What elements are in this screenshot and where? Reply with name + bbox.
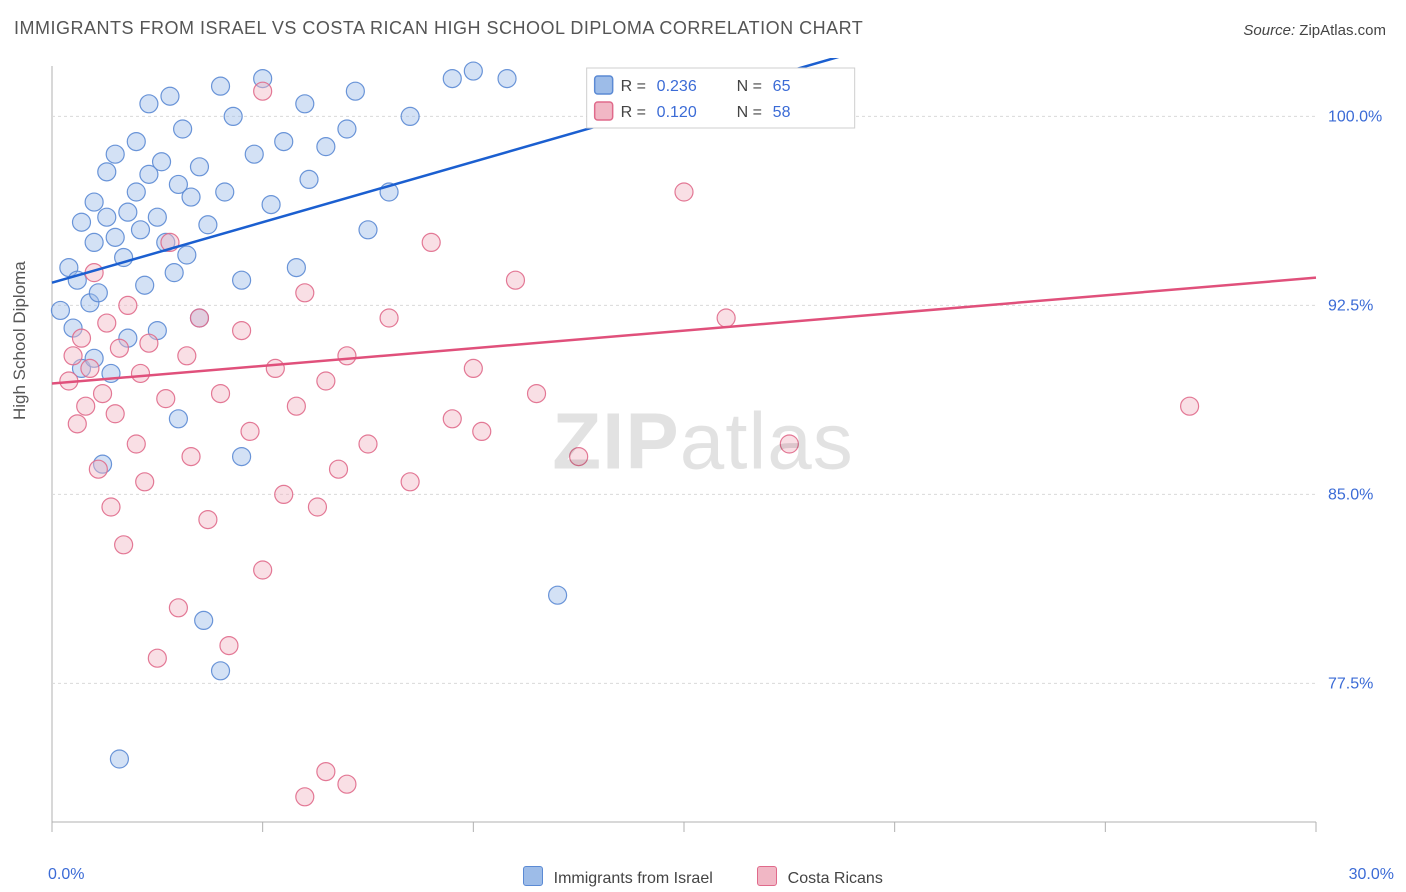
legend-label-costarica: Costa Ricans xyxy=(788,870,883,887)
svg-text:100.0%: 100.0% xyxy=(1328,108,1382,125)
svg-text:65: 65 xyxy=(773,78,791,95)
legend-item-israel: Immigrants from Israel xyxy=(523,870,717,887)
plot-area: 77.5% 85.0% 92.5% 100.0% R = 0.236 N = 65 R = 0.1… xyxy=(48,58,1394,848)
source-label: Source: xyxy=(1243,22,1295,39)
legend-swatch-costarica xyxy=(757,866,777,886)
legend-bottom: Immigrants from Israel Costa Ricans xyxy=(0,866,1406,888)
svg-text:0.120: 0.120 xyxy=(657,104,697,121)
source-value: ZipAtlas.com xyxy=(1299,22,1386,39)
svg-text:R =: R = xyxy=(621,78,646,95)
y-axis-label: High School Diploma xyxy=(10,261,30,420)
svg-text:N =: N = xyxy=(737,78,762,95)
svg-text:92.5%: 92.5% xyxy=(1328,297,1373,314)
svg-text:0.236: 0.236 xyxy=(657,78,697,95)
source-attribution: Source: ZipAtlas.com xyxy=(1243,22,1386,39)
chart-title: IMMIGRANTS FROM ISRAEL VS COSTA RICAN HI… xyxy=(14,18,863,39)
legend-label-israel: Immigrants from Israel xyxy=(554,870,713,887)
svg-text:85.0%: 85.0% xyxy=(1328,486,1373,503)
legend-swatch-israel xyxy=(523,866,543,886)
legend-item-costarica: Costa Ricans xyxy=(757,870,883,887)
svg-text:N =: N = xyxy=(737,104,762,121)
svg-text:77.5%: 77.5% xyxy=(1328,675,1373,692)
scatter-chart: 77.5% 85.0% 92.5% 100.0% R = 0.236 N = 65 R = 0.1… xyxy=(48,58,1394,848)
svg-text:R =: R = xyxy=(621,104,646,121)
svg-text:58: 58 xyxy=(773,104,791,121)
